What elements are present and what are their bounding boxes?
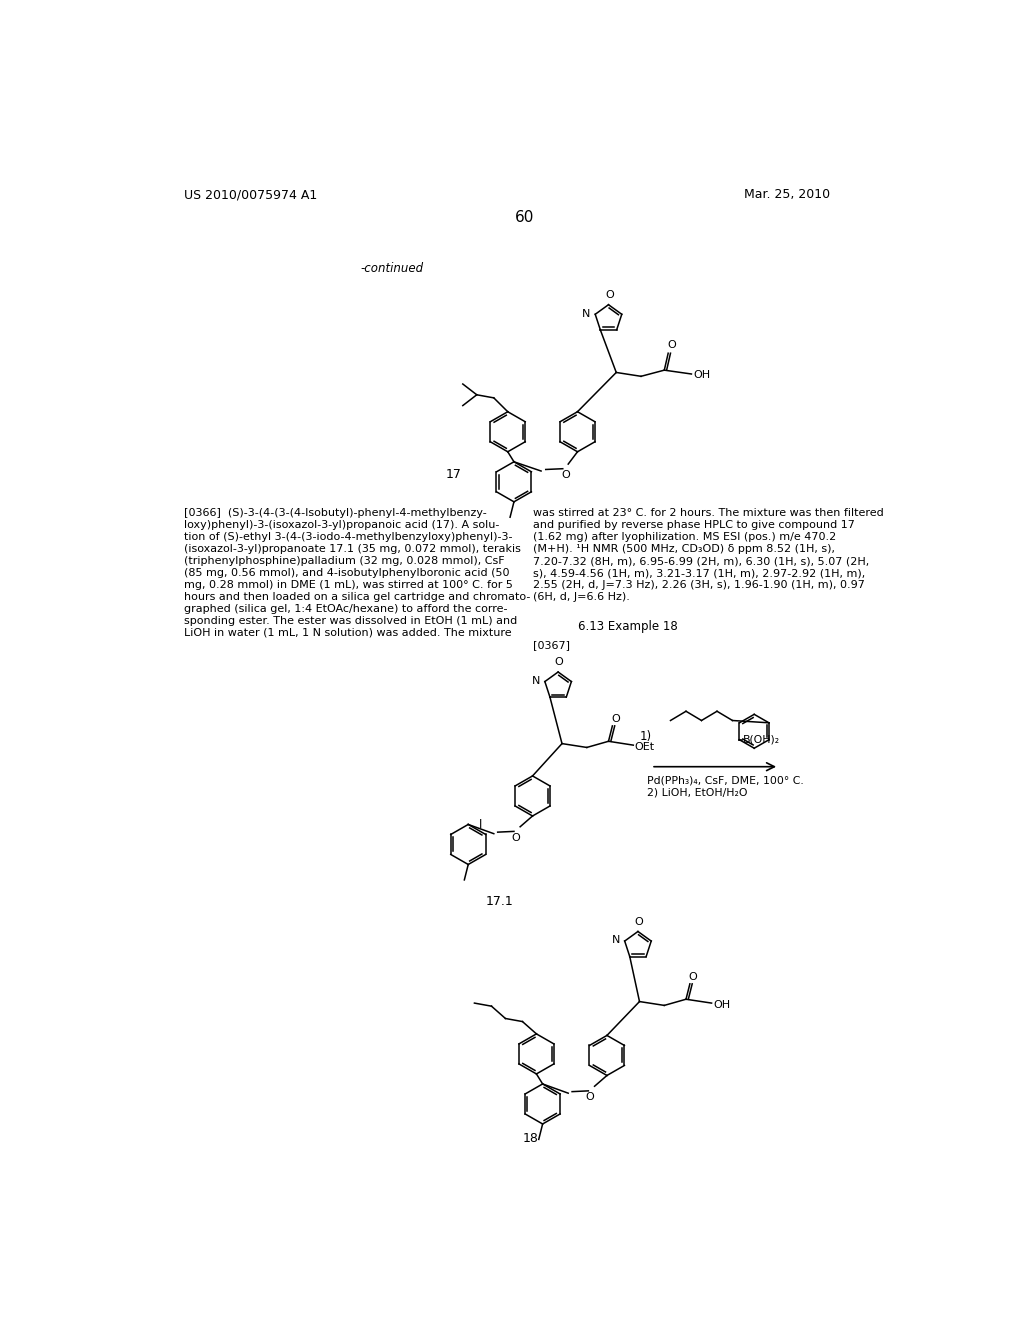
Text: (1.62 mg) after lyophilization. MS ESI (pos.) m/e 470.2: (1.62 mg) after lyophilization. MS ESI (…	[532, 532, 836, 543]
Text: N: N	[531, 676, 541, 686]
Text: 6.13 Example 18: 6.13 Example 18	[578, 620, 678, 632]
Text: graphed (silica gel, 1:4 EtOAc/hexane) to afford the corre-: graphed (silica gel, 1:4 EtOAc/hexane) t…	[183, 605, 507, 614]
Text: O: O	[634, 917, 643, 927]
Text: [0366]  (S)-3-(4-(3-(4-Isobutyl)-phenyl-4-methylbenzy-: [0366] (S)-3-(4-(3-(4-Isobutyl)-phenyl-4…	[183, 508, 486, 519]
Text: Pd(PPh₃)₄, CsF, DME, 100° C.: Pd(PPh₃)₄, CsF, DME, 100° C.	[647, 776, 804, 785]
Text: O: O	[555, 657, 563, 668]
Text: I: I	[478, 817, 482, 830]
Text: O: O	[611, 714, 620, 723]
Text: was stirred at 23° C. for 2 hours. The mixture was then filtered: was stirred at 23° C. for 2 hours. The m…	[532, 508, 884, 519]
Text: O: O	[561, 470, 570, 480]
Text: 7.20-7.32 (8H, m), 6.95-6.99 (2H, m), 6.30 (1H, s), 5.07 (2H,: 7.20-7.32 (8H, m), 6.95-6.99 (2H, m), 6.…	[532, 556, 868, 566]
Text: [0367]: [0367]	[532, 640, 569, 649]
Text: 2) LiOH, EtOH/H₂O: 2) LiOH, EtOH/H₂O	[647, 788, 748, 799]
Text: (6H, d, J=6.6 Hz).: (6H, d, J=6.6 Hz).	[532, 591, 630, 602]
Text: 1): 1)	[640, 730, 651, 743]
Text: (triphenylphosphine)palladium (32 mg, 0.028 mmol), CsF: (triphenylphosphine)palladium (32 mg, 0.…	[183, 556, 505, 566]
Text: -continued: -continued	[360, 263, 424, 276]
Text: 17: 17	[445, 469, 462, 480]
Text: mg, 0.28 mmol) in DME (1 mL), was stirred at 100° C. for 5: mg, 0.28 mmol) in DME (1 mL), was stirre…	[183, 579, 513, 590]
Text: B(OH)₂: B(OH)₂	[743, 735, 780, 744]
Text: hours and then loaded on a silica gel cartridge and chromato-: hours and then loaded on a silica gel ca…	[183, 591, 530, 602]
Text: s), 4.59-4.56 (1H, m), 3.21-3.17 (1H, m), 2.97-2.92 (1H, m),: s), 4.59-4.56 (1H, m), 3.21-3.17 (1H, m)…	[532, 568, 865, 578]
Text: (M+H). ¹H NMR (500 MHz, CD₃OD) δ ppm 8.52 (1H, s),: (M+H). ¹H NMR (500 MHz, CD₃OD) δ ppm 8.5…	[532, 544, 835, 554]
Text: and purified by reverse phase HPLC to give compound 17: and purified by reverse phase HPLC to gi…	[532, 520, 854, 531]
Text: (85 mg, 0.56 mmol), and 4-isobutylphenylboronic acid (50: (85 mg, 0.56 mmol), and 4-isobutylphenyl…	[183, 568, 509, 578]
Text: 60: 60	[515, 210, 535, 224]
Text: OH: OH	[713, 999, 730, 1010]
Text: US 2010/0075974 A1: US 2010/0075974 A1	[183, 189, 317, 202]
Text: O: O	[667, 341, 676, 350]
Text: N: N	[583, 309, 591, 318]
Text: tion of (S)-ethyl 3-(4-(3-iodo-4-methylbenzyloxy)phenyl)-3-: tion of (S)-ethyl 3-(4-(3-iodo-4-methylb…	[183, 532, 512, 543]
Text: 18: 18	[523, 1133, 539, 1146]
Text: Mar. 25, 2010: Mar. 25, 2010	[744, 189, 830, 202]
Text: loxy)phenyl)-3-(isoxazol-3-yl)propanoic acid (17). A solu-: loxy)phenyl)-3-(isoxazol-3-yl)propanoic …	[183, 520, 499, 531]
Text: O: O	[586, 1093, 594, 1102]
Text: (isoxazol-3-yl)propanoate 17.1 (35 mg, 0.072 mmol), terakis: (isoxazol-3-yl)propanoate 17.1 (35 mg, 0…	[183, 544, 520, 554]
Text: OH: OH	[693, 370, 711, 380]
Text: O: O	[511, 833, 520, 843]
Text: 17.1: 17.1	[486, 895, 514, 908]
Text: N: N	[611, 936, 621, 945]
Text: O: O	[605, 290, 613, 300]
Text: 2.55 (2H, d, J=7.3 Hz), 2.26 (3H, s), 1.96-1.90 (1H, m), 0.97: 2.55 (2H, d, J=7.3 Hz), 2.26 (3H, s), 1.…	[532, 579, 864, 590]
Text: OEt: OEt	[635, 742, 655, 751]
Text: sponding ester. The ester was dissolved in EtOH (1 mL) and: sponding ester. The ester was dissolved …	[183, 616, 517, 626]
Text: O: O	[688, 972, 697, 982]
Text: LiOH in water (1 mL, 1 N solution) was added. The mixture: LiOH in water (1 mL, 1 N solution) was a…	[183, 628, 511, 638]
